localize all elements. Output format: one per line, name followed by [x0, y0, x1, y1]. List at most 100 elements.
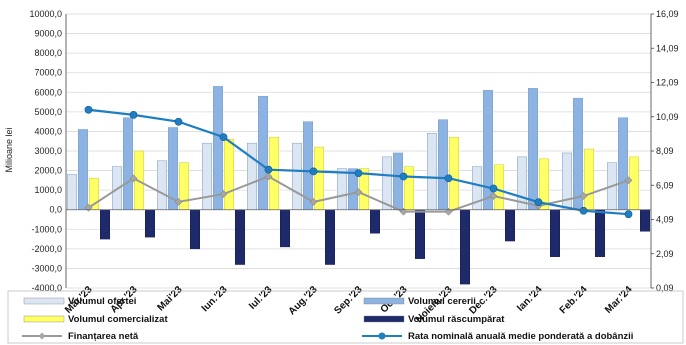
left-tick-label: 9000,0	[34, 29, 62, 39]
right-tick-label: 10,09	[656, 112, 679, 122]
legend-marker-rata-nominal-anual-medie-ponderat-a-dob-nzii	[378, 332, 386, 340]
point-rata-nominal-anual-medie-ponderat-a-dob-nzii	[354, 169, 363, 177]
bar-volumul-comercializat	[224, 139, 234, 210]
point-rata-nominal-anual-medie-ponderat-a-dob-nzii	[309, 167, 318, 176]
bar-volumul-comercializat	[449, 137, 459, 210]
point-finan-area-net-	[354, 188, 363, 197]
right-tick-label: 2,09	[656, 249, 674, 259]
legend-swatch-volumul-r-scump-rat	[363, 315, 405, 323]
bar-volumul-cererii	[78, 129, 88, 210]
bar-volumul-ofertei	[202, 142, 212, 210]
point-rata-nominal-anual-medie-ponderat-a-dob-nzii	[219, 133, 228, 142]
left-tick-label: 5000,0	[34, 107, 62, 117]
legend-label-volumul-comercializat: Volumul comercializat	[68, 314, 168, 325]
point-rata-nominal-anual-medie-ponderat-a-dob-nzii	[84, 105, 93, 114]
bar-volumul-r-scump-rat	[505, 209, 515, 242]
x-tick-label: Feb.'24	[558, 284, 590, 316]
left-tick-label: 0,0	[49, 205, 62, 215]
legend-label-volumul-r-scump-rat: Volumul răscumpărat	[408, 314, 505, 325]
left-tick-label: -2000,0	[31, 244, 62, 254]
y-axis-label: Milioane lei	[4, 127, 14, 172]
right-tick-label: 16,09	[656, 9, 679, 19]
legend-label-volumul-cererii: Volumul cererii	[408, 296, 476, 307]
bar-volumul-r-scump-rat	[370, 209, 380, 234]
left-tick-label: 10000,0	[29, 9, 62, 19]
x-tick-label: Iun.'23	[200, 284, 230, 314]
point-finan-area-net-	[219, 190, 228, 199]
point-finan-area-net-	[174, 197, 183, 206]
bar-volumul-r-scump-rat	[325, 209, 335, 265]
right-tick-label: 8,09	[656, 146, 674, 156]
bar-volumul-ofertei	[382, 156, 392, 210]
point-rata-nominal-anual-medie-ponderat-a-dob-nzii	[534, 198, 543, 207]
right-tick-label: 4,09	[656, 215, 674, 225]
bar-volumul-comercializat	[269, 137, 279, 210]
legend-swatch-volumul-ofertei	[23, 297, 65, 305]
right-tick-label: 0,09	[656, 283, 674, 293]
legend-box	[7, 290, 684, 344]
bar-volumul-comercializat	[404, 166, 414, 210]
point-rata-nominal-anual-medie-ponderat-a-dob-nzii	[444, 174, 453, 183]
legend-swatch-volumul-cererii	[363, 297, 405, 305]
bar-volumul-r-scump-rat	[595, 209, 605, 257]
right-tick-label: 6,09	[656, 180, 674, 190]
bar-volumul-cererii	[528, 88, 538, 210]
point-finan-area-net-	[264, 172, 273, 181]
bar-volumul-ofertei	[247, 142, 257, 210]
bar-volumul-ofertei	[292, 142, 302, 210]
point-finan-area-net-	[309, 197, 318, 206]
left-tick-label: 1000,0	[34, 185, 62, 195]
right-tick-label: 12,09	[656, 78, 679, 88]
left-tick-label: -4000,0	[31, 283, 62, 293]
point-rata-nominal-anual-medie-ponderat-a-dob-nzii	[174, 117, 183, 126]
point-rata-nominal-anual-medie-ponderat-a-dob-nzii	[129, 110, 138, 119]
bar-volumul-r-scump-rat	[145, 209, 155, 238]
bar-volumul-r-scump-rat	[235, 209, 245, 265]
left-tick-label: 7000,0	[34, 68, 62, 78]
x-tick-label: Mai'23	[156, 284, 185, 313]
point-finan-area-net-	[84, 203, 93, 212]
point-rata-nominal-anual-medie-ponderat-a-dob-nzii	[579, 206, 588, 215]
left-tick-label: -3000,0	[31, 263, 62, 273]
bar-volumul-cererii	[438, 119, 448, 210]
x-tick-label: Sep.'23	[332, 284, 365, 317]
lines	[84, 105, 633, 219]
left-tick-label: -1000,0	[31, 224, 62, 234]
bar-volumul-r-scump-rat	[415, 209, 425, 259]
point-rata-nominal-anual-medie-ponderat-a-dob-nzii	[624, 210, 633, 219]
bar-volumul-r-scump-rat	[280, 209, 290, 248]
bar-volumul-cererii	[393, 152, 403, 210]
point-finan-area-net-	[489, 192, 498, 200]
bar-volumul-cererii	[618, 117, 628, 210]
bar-volumul-r-scump-rat	[460, 209, 470, 285]
legend-marker-finan-area-net-	[38, 332, 46, 340]
legend-label-rata-nominal-anual-medie-ponderat-a-dob-nzii: Rata nominală anuală medie ponderată a d…	[408, 331, 633, 342]
point-finan-area-net-	[129, 174, 138, 183]
bar-volumul-r-scump-rat	[190, 209, 200, 250]
bar-volumul-cererii	[123, 117, 133, 210]
point-finan-area-net-	[624, 176, 633, 185]
bar-volumul-r-scump-rat	[640, 209, 650, 232]
bar-volumul-comercializat	[584, 148, 594, 210]
bar-volumul-ofertei	[427, 133, 437, 210]
point-rata-nominal-anual-medie-ponderat-a-dob-nzii	[264, 165, 273, 174]
gridlines	[66, 13, 651, 289]
bar-volumul-r-scump-rat	[550, 209, 560, 257]
point-finan-area-net-	[579, 192, 588, 200]
x-tick-label: Ian.'24	[515, 284, 545, 314]
point-rata-nominal-anual-medie-ponderat-a-dob-nzii	[399, 172, 408, 181]
left-tick-label: 2000,0	[34, 166, 62, 176]
bar-volumul-cererii	[573, 97, 583, 210]
x-tick-label: Aug.'23	[287, 284, 320, 317]
bar-volumul-ofertei	[67, 174, 77, 210]
bar-volumul-cererii	[483, 90, 493, 210]
right-tick-label: 14,09	[656, 43, 679, 53]
legend: Volumul ofertei Volumul cererii Volumul co…	[7, 290, 684, 344]
bar-volumul-r-scump-rat	[100, 209, 110, 240]
legend-label-finan-area-net-: Finanțarea netă	[68, 331, 139, 342]
bar-volumul-comercializat	[629, 156, 639, 210]
bar-volumul-cererii	[213, 86, 223, 210]
left-tick-label: 6000,0	[34, 87, 62, 97]
bars	[67, 86, 650, 285]
